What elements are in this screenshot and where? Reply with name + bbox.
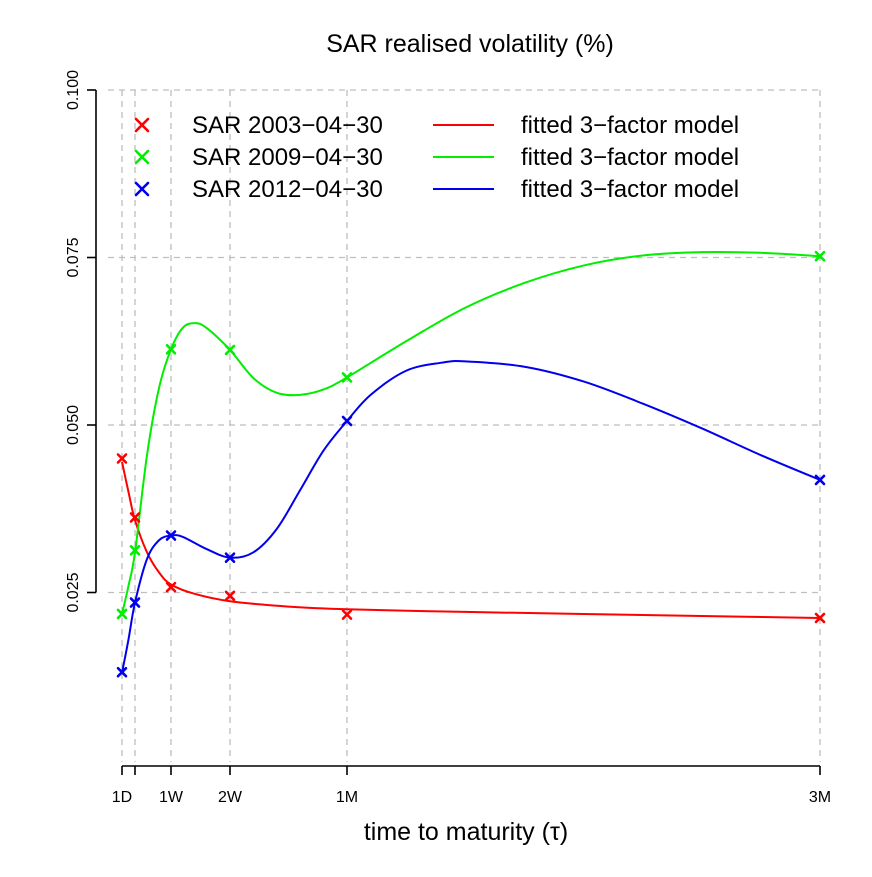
legend-label-0: SAR 2003−04−30 xyxy=(192,112,383,139)
x-tick-label-5: 3M xyxy=(809,789,831,806)
data-point-1-1 xyxy=(129,544,141,556)
data-point-1-5 xyxy=(814,250,826,262)
legend: SAR 2003−04−30 fitted 3−factor model SAR 2… xyxy=(134,112,739,203)
data-point-0-2-stroke-b xyxy=(165,581,177,593)
data-point-2-4 xyxy=(341,415,353,427)
data-point-0-1-stroke-b xyxy=(129,512,141,523)
legend-label-2: SAR 2012−04−30 xyxy=(192,176,383,203)
data-point-2-5 xyxy=(814,474,826,486)
fitted-curves xyxy=(121,250,821,674)
y-tick-label-3: 0.100 xyxy=(65,70,82,110)
data-point-0-0-stroke-b xyxy=(116,453,128,464)
legend-marker-1 xyxy=(134,149,150,165)
y-tick-label-2: 0.075 xyxy=(65,237,82,277)
data-point-2-2 xyxy=(165,530,177,541)
axes: 0.025 0.050 0.075 0.100 1D 1W 2W 1M 3M xyxy=(65,70,831,806)
data-points xyxy=(116,250,826,678)
data-point-0-5-stroke-b xyxy=(814,612,826,624)
legend-label-1: SAR 2009−04−30 xyxy=(192,144,383,171)
chart-title: SAR realised volatility (%) xyxy=(326,30,614,58)
data-point-2-2-stroke-b xyxy=(165,530,177,541)
legend-fit-label-1: fitted 3−factor model xyxy=(521,144,739,171)
legend-marker-2 xyxy=(134,181,150,197)
y-tick-label-1: 0.050 xyxy=(65,405,82,445)
data-point-0-2 xyxy=(165,581,177,593)
data-point-1-2-stroke-b xyxy=(165,343,177,355)
x-tick-label-0: 1D xyxy=(112,789,132,806)
data-point-2-1-stroke-b xyxy=(129,597,141,608)
legend-marker-1-stroke-b xyxy=(134,149,150,165)
fit-curve-1 xyxy=(121,250,821,615)
x-tick-label-3: 2W xyxy=(218,789,243,806)
fit-curve-2 xyxy=(121,360,821,674)
x-axis-label: time to maturity (τ) xyxy=(364,818,568,846)
legend-fit-label-2: fitted 3−factor model xyxy=(521,176,739,203)
data-point-0-1 xyxy=(129,512,141,523)
legend-marker-0 xyxy=(134,117,150,133)
x-tick-label-2: 1W xyxy=(159,789,184,806)
data-point-2-0 xyxy=(116,666,128,678)
data-point-0-5 xyxy=(814,612,826,624)
data-point-1-4 xyxy=(341,372,353,383)
data-point-1-3-stroke-b xyxy=(224,344,236,356)
data-point-0-3-stroke-b xyxy=(224,590,236,602)
data-point-2-3 xyxy=(224,552,236,563)
data-point-0-4 xyxy=(341,609,353,620)
data-point-2-1 xyxy=(129,597,141,608)
data-point-0-3 xyxy=(224,590,236,602)
data-point-1-5-stroke-b xyxy=(814,250,826,262)
x-tick-label-4: 1M xyxy=(336,789,358,806)
fit-curve-0 xyxy=(121,461,821,619)
data-point-1-3 xyxy=(224,344,236,356)
data-point-2-0-stroke-b xyxy=(116,666,128,678)
legend-fit-label-0: fitted 3−factor model xyxy=(521,112,739,139)
legend-marker-2-stroke-b xyxy=(134,181,150,197)
data-point-2-4-stroke-b xyxy=(341,415,353,427)
data-point-0-0 xyxy=(116,453,128,464)
data-point-1-0 xyxy=(116,608,128,620)
data-point-2-3-stroke-b xyxy=(224,552,236,563)
data-point-1-4-stroke-b xyxy=(341,372,353,383)
grid-lines xyxy=(108,89,821,762)
legend-marker-0-stroke-b xyxy=(134,117,150,133)
data-point-1-0-stroke-b xyxy=(116,608,128,620)
y-tick-label-0: 0.025 xyxy=(65,572,82,612)
data-point-1-2 xyxy=(165,343,177,355)
data-point-0-4-stroke-b xyxy=(341,609,353,620)
data-point-1-1-stroke-b xyxy=(129,544,141,556)
data-point-2-5-stroke-b xyxy=(814,474,826,486)
